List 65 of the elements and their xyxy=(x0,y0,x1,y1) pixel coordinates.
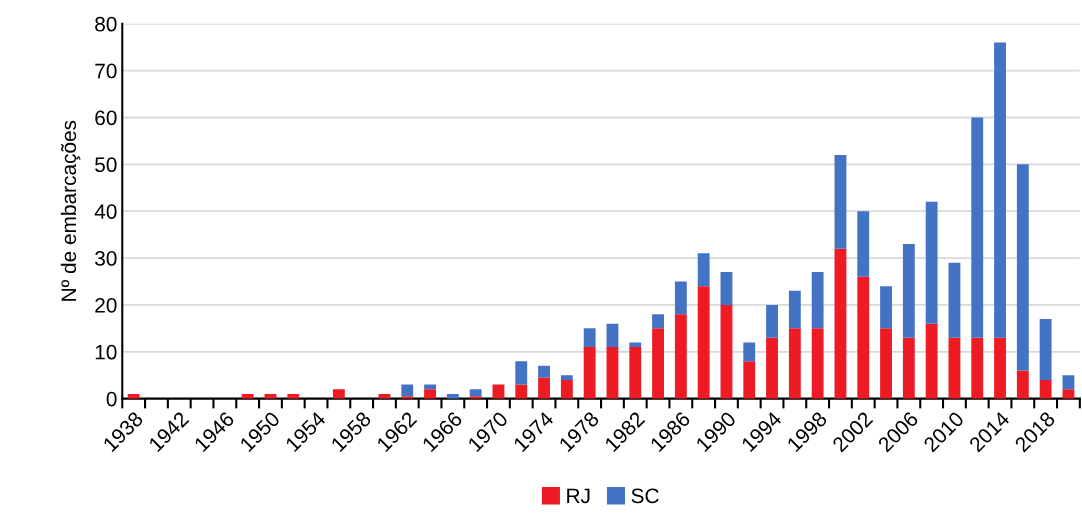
y-tick-label: 0 xyxy=(106,391,117,407)
bar xyxy=(720,272,733,305)
bar xyxy=(971,117,984,338)
bar xyxy=(469,389,482,397)
bar xyxy=(766,337,778,399)
y-tick-label: 20 xyxy=(95,297,117,313)
bar xyxy=(902,337,915,399)
bar xyxy=(834,248,847,399)
y-tick-label: 10 xyxy=(95,344,117,360)
bar xyxy=(994,42,1006,338)
bar xyxy=(994,337,1006,399)
bar xyxy=(925,323,938,399)
bar xyxy=(560,379,573,399)
bar xyxy=(788,328,801,399)
bar xyxy=(743,342,756,362)
bar xyxy=(1016,370,1029,399)
bar xyxy=(720,304,733,399)
bar xyxy=(1062,375,1075,390)
bar xyxy=(424,389,436,399)
bar xyxy=(971,337,984,399)
bar xyxy=(515,361,528,385)
bar xyxy=(401,384,414,397)
bar xyxy=(332,389,345,399)
bar xyxy=(1039,379,1052,399)
bar xyxy=(857,276,870,399)
bar xyxy=(606,347,619,399)
bar xyxy=(629,347,642,399)
bar xyxy=(948,262,961,338)
y-tick-label: 40 xyxy=(94,204,117,219)
legend-label: RJ xyxy=(567,488,590,504)
bar xyxy=(652,328,664,399)
bar xyxy=(697,253,710,287)
bar xyxy=(834,154,847,249)
bar xyxy=(538,365,550,378)
bar xyxy=(583,347,596,399)
bar xyxy=(674,314,687,399)
bar xyxy=(515,384,528,399)
bar xyxy=(925,201,938,324)
bar xyxy=(811,328,824,399)
y-tick-label: 30 xyxy=(95,251,117,266)
bar xyxy=(606,323,619,348)
bar xyxy=(1016,164,1029,371)
bar xyxy=(948,337,961,399)
bar xyxy=(902,244,915,338)
bar xyxy=(857,211,870,277)
bar xyxy=(743,361,756,399)
y-tick-label: 50 xyxy=(95,157,117,173)
y-axis-title: Nº de embarcações xyxy=(60,120,81,301)
bar xyxy=(880,328,892,399)
y-tick-label: 80 xyxy=(95,16,117,32)
bar xyxy=(766,304,778,338)
y-tick-label: 70 xyxy=(95,63,117,79)
bar xyxy=(583,328,596,348)
bar xyxy=(788,290,801,329)
bar xyxy=(674,281,687,315)
bar xyxy=(538,377,550,399)
bar xyxy=(811,272,824,329)
bar xyxy=(652,314,664,329)
legend-label: SC xyxy=(631,488,659,504)
bar xyxy=(560,375,573,380)
y-tick-label: 60 xyxy=(95,110,117,126)
bar xyxy=(880,286,892,329)
bar xyxy=(629,342,642,348)
bar xyxy=(697,286,710,399)
bar xyxy=(1039,318,1052,380)
